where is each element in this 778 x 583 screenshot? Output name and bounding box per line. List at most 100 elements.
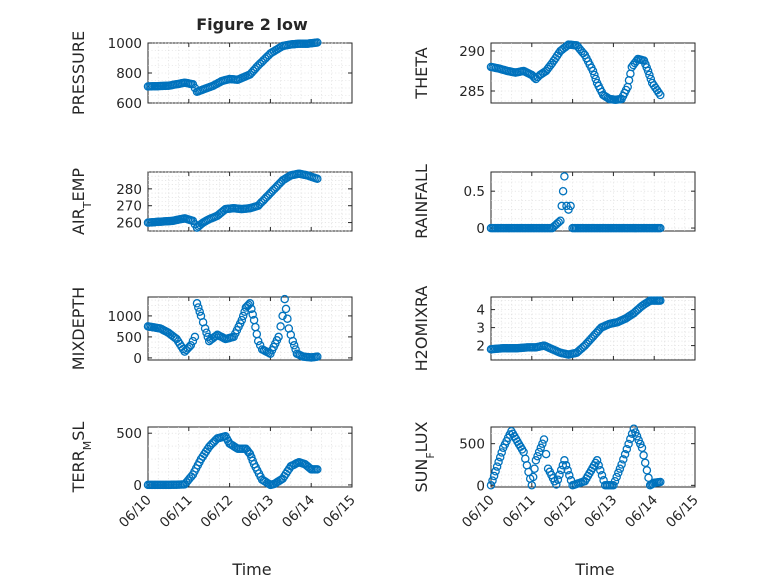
data-point bbox=[280, 294, 289, 304]
data-point bbox=[541, 449, 551, 459]
y-tick-label: 260 bbox=[116, 216, 142, 232]
y-tick-label: 600 bbox=[116, 96, 142, 112]
data-point bbox=[238, 311, 248, 321]
data-point bbox=[274, 332, 283, 342]
data-point bbox=[497, 448, 506, 457]
data-point bbox=[556, 465, 566, 475]
data-point bbox=[615, 464, 625, 473]
data-point bbox=[634, 435, 643, 445]
y-tick-label: 280 bbox=[116, 182, 142, 198]
x-tick-label: 06/13 bbox=[238, 492, 277, 531]
data-point bbox=[609, 481, 618, 490]
data-point bbox=[237, 315, 247, 325]
y-tick-label: 500 bbox=[116, 330, 142, 346]
data-point bbox=[554, 217, 563, 227]
data-point bbox=[486, 481, 496, 490]
data-point bbox=[313, 352, 322, 361]
y-tick-label: 4 bbox=[476, 303, 485, 319]
y-axis-label: TERRMSL bbox=[69, 422, 94, 494]
x-tick-label: 06/11 bbox=[500, 492, 539, 531]
data-point bbox=[552, 480, 561, 489]
data-point bbox=[561, 461, 571, 470]
y-tick-label: 0 bbox=[133, 478, 142, 494]
y-axis-label: PRESSURE bbox=[69, 31, 88, 115]
data-point bbox=[247, 304, 256, 314]
data-point bbox=[536, 443, 546, 453]
data-point bbox=[539, 435, 549, 444]
data-point bbox=[556, 216, 565, 225]
plot-area bbox=[490, 171, 696, 232]
data-point bbox=[491, 467, 500, 476]
data-point bbox=[629, 424, 639, 433]
x-tick-label: 06/12 bbox=[198, 492, 237, 531]
y-tick-label: 0 bbox=[476, 221, 485, 237]
y-tick-label: 270 bbox=[116, 199, 142, 215]
data-point bbox=[190, 332, 200, 342]
data-point bbox=[560, 172, 569, 181]
data-point bbox=[313, 38, 322, 47]
data-point bbox=[538, 439, 547, 448]
x-tick-label: 06/10 bbox=[459, 492, 498, 531]
data-point bbox=[597, 471, 607, 480]
x-tick-label: 06/15 bbox=[320, 492, 359, 531]
subplot-sun-flux: 0 500 06/10 06/11 06/12 06/13 06/14 06/15 SUNFLU… bbox=[412, 421, 702, 531]
subplot-pressure: 600 800 1000 PRESSURE bbox=[69, 31, 353, 115]
data-point bbox=[192, 299, 202, 308]
x-axis-label-right: Time bbox=[574, 560, 614, 579]
data-point bbox=[495, 452, 505, 462]
data-point bbox=[244, 300, 253, 309]
x-tick-label: 06/14 bbox=[622, 492, 661, 531]
data-point bbox=[288, 336, 298, 346]
data-point bbox=[588, 66, 598, 76]
plot-area bbox=[490, 426, 696, 488]
subplot-mixdepth: 0 500 1000 MIXDEPTH bbox=[69, 287, 353, 370]
y-tick-label: 0 bbox=[133, 351, 142, 367]
data-point bbox=[195, 307, 204, 316]
data-point bbox=[632, 432, 642, 441]
y-tick-label: 1000 bbox=[108, 36, 142, 52]
data-point bbox=[555, 470, 564, 480]
y-tick-label: 0.5 bbox=[464, 184, 485, 200]
data-point bbox=[617, 460, 626, 469]
data-point bbox=[558, 460, 568, 470]
y-axis-label: H2OMIXRA bbox=[412, 286, 431, 372]
data-point bbox=[560, 456, 569, 465]
data-point bbox=[614, 468, 623, 478]
data-point bbox=[313, 465, 322, 474]
x-tick-label: 06/11 bbox=[157, 492, 196, 531]
y-tick-label: 0 bbox=[476, 478, 485, 494]
y-axis-label: SUNFLUX bbox=[412, 421, 437, 492]
data-point bbox=[565, 471, 574, 480]
data-point bbox=[202, 328, 211, 337]
data-point bbox=[624, 439, 633, 449]
data-point bbox=[186, 341, 196, 350]
data-point bbox=[619, 455, 628, 464]
x-tick-label: 06/14 bbox=[279, 492, 318, 531]
data-point bbox=[558, 186, 568, 196]
data-point bbox=[596, 466, 605, 475]
data-point bbox=[281, 304, 291, 314]
figure-title: Figure 2 low bbox=[196, 15, 308, 34]
subplot-h2omixra: 2 3 4 H2OMIXRA bbox=[412, 286, 696, 372]
data-point bbox=[528, 472, 538, 482]
data-point bbox=[533, 451, 542, 461]
data-point bbox=[492, 462, 502, 471]
data-point bbox=[253, 336, 263, 346]
data-point bbox=[612, 472, 621, 482]
data-point bbox=[527, 481, 537, 490]
x-tick-label: 06/13 bbox=[581, 492, 620, 531]
y-tick-label: 1000 bbox=[108, 309, 142, 325]
data-point bbox=[622, 444, 632, 454]
y-tick-label: 285 bbox=[459, 84, 485, 100]
x-tick-label: 06/10 bbox=[116, 492, 155, 531]
x-tick-label: 06/15 bbox=[663, 492, 702, 531]
subplot-terr-msl: 0 500 06/10 06/11 06/12 06/13 06/14 06/15 TERRMS… bbox=[69, 422, 359, 531]
data-point bbox=[188, 336, 198, 346]
x-axis-label-left: Time bbox=[231, 560, 271, 579]
data-point bbox=[563, 466, 572, 475]
data-point bbox=[530, 464, 539, 473]
y-axis-label: THETA bbox=[412, 47, 431, 99]
